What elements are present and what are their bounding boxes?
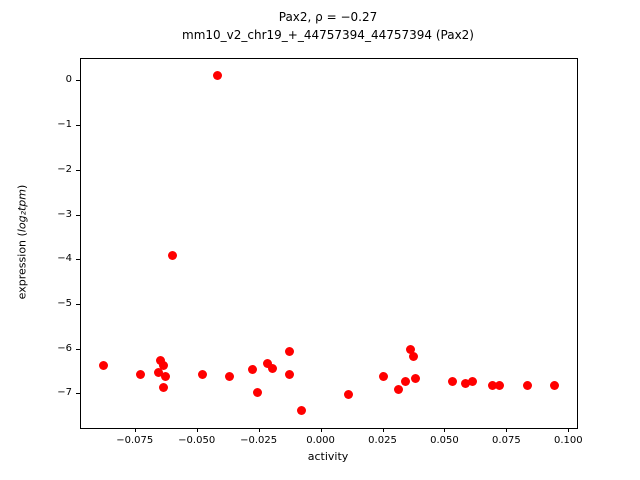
- scatter-point: [262, 358, 272, 368]
- scatter-point: [252, 387, 262, 397]
- scatter-point: [393, 385, 403, 395]
- x-tick-label: 0.025: [368, 435, 397, 446]
- chart-subtitle: mm10_v2_chr19_+_44757394_44757394 (Pax2): [182, 28, 474, 42]
- x-tick-label: 0.075: [492, 435, 521, 446]
- y-tick-label: −3: [57, 208, 72, 220]
- x-tick-label: −0.075: [116, 435, 154, 446]
- scatter-point: [136, 369, 146, 379]
- scatter-point: [213, 71, 222, 81]
- scatter-point: [267, 364, 277, 373]
- y-tick-mark: [76, 214, 80, 216]
- scatter-point: [468, 376, 478, 386]
- x-tick-label: 0.050: [430, 435, 459, 446]
- x-tick-mark: [444, 428, 446, 432]
- x-tick-label: −0.050: [178, 435, 216, 446]
- scatter-point: [488, 381, 498, 390]
- scatter-point: [522, 381, 532, 390]
- y-tick-label: −7: [57, 387, 72, 399]
- scatter-point: [495, 381, 505, 390]
- x-tick-mark: [506, 428, 508, 432]
- y-tick-label: −1: [57, 119, 72, 131]
- y-axis-label-suffix: ): [15, 184, 29, 189]
- chart-title: Pax2, ρ = −0.27: [278, 10, 378, 24]
- x-axis-label: activity: [307, 450, 349, 463]
- scatter-point: [153, 367, 163, 377]
- scatter-point: [247, 365, 257, 375]
- scatter-point: [284, 347, 294, 357]
- y-tick-mark: [76, 169, 80, 171]
- scatter-point: [297, 405, 307, 415]
- scatter-point: [379, 372, 388, 382]
- x-tick-mark: [196, 428, 198, 432]
- y-tick-mark: [76, 125, 80, 127]
- y-tick-label: −4: [57, 253, 72, 265]
- x-tick-label: −0.025: [240, 435, 278, 446]
- y-axis-label: expression (log₂tpm): [16, 185, 29, 300]
- x-tick-mark: [258, 428, 260, 432]
- scatter-point: [284, 369, 294, 379]
- x-tick-mark: [320, 428, 322, 432]
- y-axis-label-math: log₂tpm: [15, 188, 29, 233]
- scatter-point: [401, 376, 411, 386]
- y-tick-label: −5: [57, 298, 72, 309]
- x-tick-label: 0.100: [553, 435, 583, 446]
- y-tick-mark: [76, 348, 80, 350]
- y-tick-mark: [76, 259, 80, 261]
- scatter-point: [198, 369, 208, 379]
- scatter-point: [225, 372, 235, 382]
- y-tick-mark: [76, 80, 80, 82]
- scatter-point: [160, 372, 170, 382]
- y-tick-mark: [76, 393, 80, 395]
- y-tick-label: −2: [57, 163, 72, 175]
- scatter-point: [408, 351, 418, 361]
- x-tick-mark: [382, 428, 384, 432]
- x-tick-mark: [134, 428, 136, 432]
- scatter-point: [158, 383, 168, 393]
- y-tick-label: −6: [57, 342, 72, 354]
- scatter-point: [158, 360, 168, 370]
- scatter-point: [344, 389, 354, 399]
- plot-area: [80, 58, 578, 429]
- scatter-point: [406, 345, 416, 355]
- y-tick-label: 0: [65, 74, 72, 86]
- x-tick-mark: [568, 428, 570, 432]
- scatter-point: [448, 376, 458, 386]
- scatter-point: [99, 360, 109, 370]
- x-tick-label: 0.000: [306, 435, 335, 446]
- scatter-point: [411, 374, 421, 384]
- scatter-point: [460, 378, 470, 388]
- scatter-point: [549, 381, 559, 390]
- y-tick-mark: [76, 304, 80, 305]
- scatter-point: [168, 251, 178, 261]
- y-axis-label-prefix: expression (: [15, 232, 29, 300]
